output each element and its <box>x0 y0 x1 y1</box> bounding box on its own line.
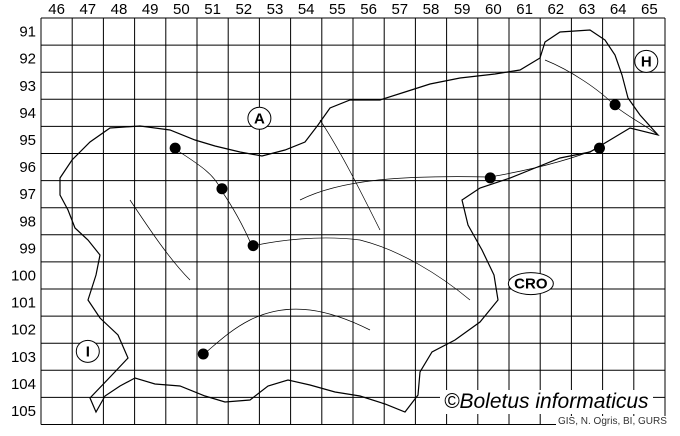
column-label: 48 <box>111 1 128 18</box>
country-label-oval <box>634 49 659 73</box>
record-dot <box>169 142 181 154</box>
country-label-oval <box>75 339 100 363</box>
column-label: 55 <box>329 1 346 18</box>
row-label: 98 <box>19 213 36 230</box>
river <box>129 59 659 355</box>
record-dot <box>593 142 605 154</box>
row-label: 103 <box>11 349 36 366</box>
row-label: 92 <box>19 51 36 68</box>
row-label: 101 <box>11 295 36 312</box>
row-label: 95 <box>19 132 36 149</box>
country-label-h: H <box>641 53 652 70</box>
country-label-a: A <box>254 110 265 127</box>
grid-lines <box>40 17 666 425</box>
column-label: 46 <box>48 1 65 18</box>
row-label: 99 <box>19 240 36 257</box>
column-label: 58 <box>423 1 440 18</box>
record-dot <box>484 172 496 184</box>
record-dot <box>197 348 209 360</box>
row-label: 100 <box>11 267 36 284</box>
column-label: 50 <box>173 1 190 18</box>
row-labels: 91 92 93 94 95 96 97 98 99 100 101 102 103 104 105 <box>11 24 36 420</box>
column-label: 56 <box>360 1 377 18</box>
column-label: 49 <box>142 1 159 18</box>
column-label: 47 <box>79 1 96 18</box>
column-label: 60 <box>485 1 502 18</box>
country-border <box>59 29 660 414</box>
column-label: 61 <box>516 1 533 18</box>
record-dot <box>247 240 259 252</box>
row-label: 91 <box>19 24 36 41</box>
country-label-cro: CRO <box>514 276 548 293</box>
column-label: 64 <box>610 1 627 18</box>
copyright-text: ©Boletus informaticus <box>440 390 653 414</box>
record-dots <box>169 99 621 360</box>
column-label: 52 <box>235 1 252 18</box>
row-label: 93 <box>19 78 36 95</box>
column-label: 62 <box>547 1 564 18</box>
country-labels: A H CRO I <box>75 49 659 363</box>
column-label: 51 <box>204 1 221 18</box>
column-label: 65 <box>641 1 658 18</box>
row-label: 102 <box>11 322 36 339</box>
column-label: 54 <box>298 1 315 18</box>
column-label: 63 <box>579 1 596 18</box>
country-label-oval <box>247 106 272 130</box>
record-dot <box>216 183 228 195</box>
record-dot <box>609 99 621 111</box>
row-label: 104 <box>11 376 36 393</box>
row-label: 94 <box>19 105 36 122</box>
credit-text: GIS, N. Ogris, BI, GURS <box>556 416 669 427</box>
column-labels: 46 47 48 49 50 51 52 53 54 55 56 57 58 59 60 61 62 63 64 65 <box>48 1 657 18</box>
column-label: 59 <box>454 1 471 18</box>
country-label-i: I <box>86 343 90 360</box>
row-label: 96 <box>19 159 36 176</box>
country-label-oval <box>507 272 554 296</box>
column-label: 53 <box>267 1 284 18</box>
row-label: 97 <box>19 186 36 203</box>
row-label: 105 <box>11 403 36 420</box>
column-label: 57 <box>391 1 408 18</box>
